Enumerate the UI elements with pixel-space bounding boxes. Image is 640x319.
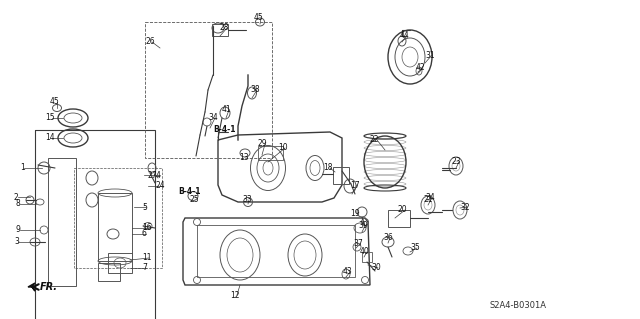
Text: 27: 27 xyxy=(148,170,157,180)
Text: 14: 14 xyxy=(45,133,54,143)
Text: 43: 43 xyxy=(343,268,353,277)
Bar xyxy=(388,210,410,227)
Text: 11: 11 xyxy=(142,254,152,263)
Text: 25: 25 xyxy=(190,196,200,204)
Text: 3: 3 xyxy=(14,238,19,247)
Text: B-4-1: B-4-1 xyxy=(213,125,236,135)
Bar xyxy=(98,263,120,281)
Text: 9: 9 xyxy=(16,226,21,234)
Polygon shape xyxy=(28,283,35,291)
Bar xyxy=(35,130,155,319)
Text: 6: 6 xyxy=(142,229,147,239)
Text: 2: 2 xyxy=(14,192,19,202)
Text: 21: 21 xyxy=(423,196,433,204)
Bar xyxy=(258,146,283,160)
Text: 20: 20 xyxy=(398,205,408,214)
Text: 36: 36 xyxy=(383,234,393,242)
Text: 17: 17 xyxy=(350,181,360,189)
Bar xyxy=(362,252,372,262)
Text: 4: 4 xyxy=(156,170,161,180)
Text: 13: 13 xyxy=(239,153,248,162)
Bar xyxy=(98,193,132,261)
Text: 22: 22 xyxy=(370,136,380,145)
Text: 42: 42 xyxy=(416,63,426,72)
Text: 18: 18 xyxy=(323,164,333,173)
Bar xyxy=(108,253,132,273)
Bar xyxy=(212,24,228,36)
Text: 12: 12 xyxy=(230,291,239,300)
Text: B-4-1: B-4-1 xyxy=(178,188,200,197)
Text: 45: 45 xyxy=(254,13,264,23)
Bar xyxy=(48,158,76,286)
Text: 1: 1 xyxy=(20,164,25,173)
Text: 30: 30 xyxy=(371,263,381,272)
Text: 8: 8 xyxy=(16,199,20,209)
Text: 41: 41 xyxy=(222,106,232,115)
Text: 7: 7 xyxy=(142,263,147,272)
Text: 37: 37 xyxy=(353,240,363,249)
Text: 10: 10 xyxy=(278,144,287,152)
Text: 45: 45 xyxy=(50,98,60,107)
Bar xyxy=(74,168,162,268)
Text: 33: 33 xyxy=(242,196,252,204)
Text: 40: 40 xyxy=(360,248,370,256)
Bar xyxy=(197,225,355,277)
Text: 31: 31 xyxy=(425,50,435,60)
Text: 15: 15 xyxy=(45,114,54,122)
Text: 38: 38 xyxy=(250,85,260,94)
Text: 34: 34 xyxy=(208,114,218,122)
Text: 32: 32 xyxy=(460,203,470,211)
Text: 28: 28 xyxy=(220,24,230,33)
Text: 39: 39 xyxy=(358,221,368,231)
Text: 44: 44 xyxy=(400,31,410,40)
Text: 24: 24 xyxy=(156,182,166,190)
Text: 23: 23 xyxy=(452,158,461,167)
Text: S2A4-B0301A: S2A4-B0301A xyxy=(490,300,547,309)
Text: 35: 35 xyxy=(410,243,420,253)
Text: 16: 16 xyxy=(142,224,152,233)
Text: 5: 5 xyxy=(142,203,147,211)
Text: 34: 34 xyxy=(425,194,435,203)
Text: FR.: FR. xyxy=(40,282,58,292)
Text: 26: 26 xyxy=(145,38,155,47)
Text: 19: 19 xyxy=(350,210,360,219)
Bar xyxy=(333,167,349,184)
Text: 29: 29 xyxy=(258,139,268,149)
